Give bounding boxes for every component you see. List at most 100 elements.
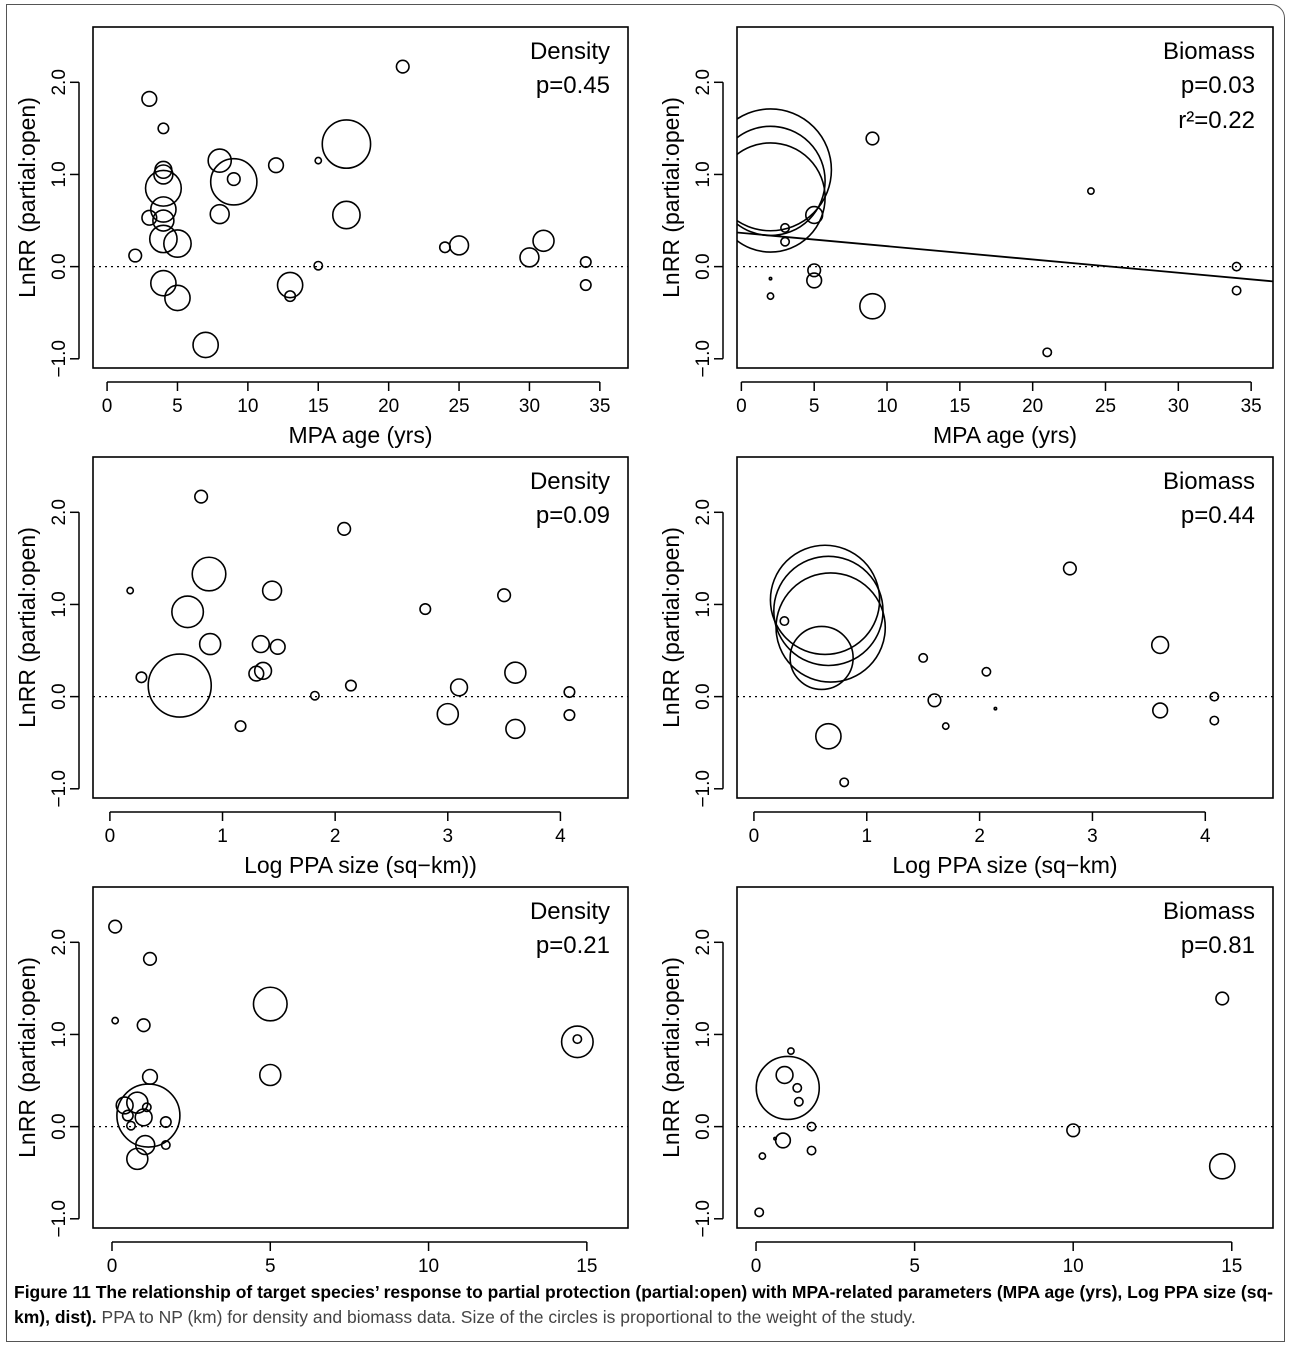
data-point: [519, 247, 540, 268]
panel-stat: p=0.44: [1181, 502, 1255, 529]
plot-marks: [737, 108, 1273, 358]
figure-frame: [6, 4, 1285, 1342]
x-tick-label: 4: [555, 826, 566, 847]
data-point: [198, 632, 222, 656]
data-point: [126, 586, 135, 595]
data-point: [344, 679, 357, 692]
caption-label: Figure 11: [14, 1282, 91, 1302]
data-point: [780, 236, 791, 247]
panel-title: Biomass: [1163, 38, 1255, 65]
plot-frame: [92, 26, 629, 369]
panel-title: Density: [530, 898, 610, 925]
data-point: [775, 572, 887, 683]
y-tick-label: 2.0: [49, 69, 70, 95]
data-point: [579, 255, 592, 269]
chart-panel-4: −1.0 0.0 1.0 2.0 0 1 2 3 4 Log PPA size (sq−km) Ln…: [658, 456, 1274, 878]
data-point: [331, 200, 361, 230]
data-point: [780, 222, 791, 233]
data-point: [563, 709, 576, 722]
data-point: [737, 125, 826, 237]
x-tick-label: 15: [576, 1256, 597, 1277]
data-point: [121, 1109, 134, 1122]
data-point: [194, 489, 209, 504]
x-tick-label: 4: [1200, 826, 1211, 847]
x-tick-label: 10: [418, 1256, 439, 1277]
data-point: [164, 284, 191, 312]
data-point: [737, 108, 833, 232]
data-point: [207, 148, 233, 173]
data-point: [792, 1082, 803, 1093]
x-axis-label: MPA age (yrs): [933, 422, 1077, 448]
y-tick-label: 0.0: [693, 253, 714, 279]
data-point: [1209, 691, 1220, 702]
x-tick-label: 35: [589, 396, 610, 417]
data-point: [806, 1121, 817, 1132]
data-point: [1066, 1123, 1081, 1138]
data-point: [171, 595, 205, 629]
data-point: [839, 777, 850, 788]
caption-bold-text: The relationship of target species’ resp…: [14, 1282, 1273, 1327]
data-point: [111, 1016, 120, 1025]
data-point: [505, 718, 526, 740]
y-tick-label: 0.0: [49, 683, 70, 709]
data-point: [135, 671, 148, 684]
x-tick-label: 3: [1087, 826, 1098, 847]
chart-panel-3: −1.0 0.0 1.0 2.0 0 1 2 3 4 Log PPA size (sq−km)) L…: [14, 456, 629, 878]
data-point: [572, 1034, 583, 1045]
data-point: [284, 290, 297, 303]
data-point: [448, 235, 470, 256]
x-tick-label: 2: [974, 826, 985, 847]
figure-caption: Figure 11 The relationship of target spe…: [14, 1280, 1276, 1330]
data-point: [115, 1096, 134, 1115]
data-point: [269, 638, 286, 656]
data-point: [419, 603, 432, 616]
plot-frame: [736, 456, 1274, 799]
data-point: [1042, 347, 1053, 358]
data-point: [754, 1207, 765, 1218]
x-tick-label: 20: [378, 396, 399, 417]
x-tick-label: 15: [1221, 1256, 1242, 1277]
data-point: [769, 544, 881, 656]
y-tick-label: 0.0: [693, 1113, 714, 1139]
y-tick-label: 2.0: [693, 499, 714, 525]
x-tick-label: 10: [876, 396, 897, 417]
panel-stat: p=0.45: [536, 72, 610, 99]
panel-stat: p=0.09: [536, 502, 610, 529]
x-tick-label: 5: [265, 1256, 276, 1277]
data-point: [126, 1147, 149, 1171]
y-tick-label: 0.0: [49, 253, 70, 279]
data-point: [775, 1065, 794, 1085]
panel-stat: p=0.03: [1181, 72, 1255, 99]
x-tick-label: 5: [909, 1256, 920, 1277]
y-tick-label: 2.0: [49, 499, 70, 525]
data-point: [144, 169, 183, 207]
data-point: [807, 263, 822, 278]
data-point: [766, 292, 775, 301]
data-point: [1215, 991, 1230, 1006]
data-point: [149, 196, 177, 223]
x-tick-label: 0: [736, 396, 747, 417]
x-tick-label: 25: [1095, 396, 1116, 417]
data-point: [309, 690, 320, 701]
data-point: [859, 292, 886, 320]
y-tick-label: 1.0: [693, 1021, 714, 1047]
data-point: [504, 661, 527, 684]
data-point: [774, 1132, 792, 1149]
data-point: [1231, 261, 1242, 272]
data-point: [806, 272, 823, 289]
data-point: [993, 706, 998, 711]
data-point: [261, 580, 283, 601]
data-point: [192, 331, 220, 359]
x-tick-label: 0: [102, 396, 113, 417]
x-tick-label: 1: [217, 826, 228, 847]
plot-frame: [736, 886, 1274, 1229]
y-tick-label: 0.0: [49, 1113, 70, 1139]
data-point: [532, 229, 555, 253]
panel-title: Biomass: [1163, 468, 1255, 495]
data-point: [1062, 561, 1077, 576]
x-tick-label: 2: [330, 826, 341, 847]
data-point: [108, 919, 123, 934]
chart-panel-6: −1.00.01.02.0051015Min. dist. PPA to NP …: [658, 886, 1274, 1277]
y-tick-label: 1.0: [49, 1021, 70, 1047]
